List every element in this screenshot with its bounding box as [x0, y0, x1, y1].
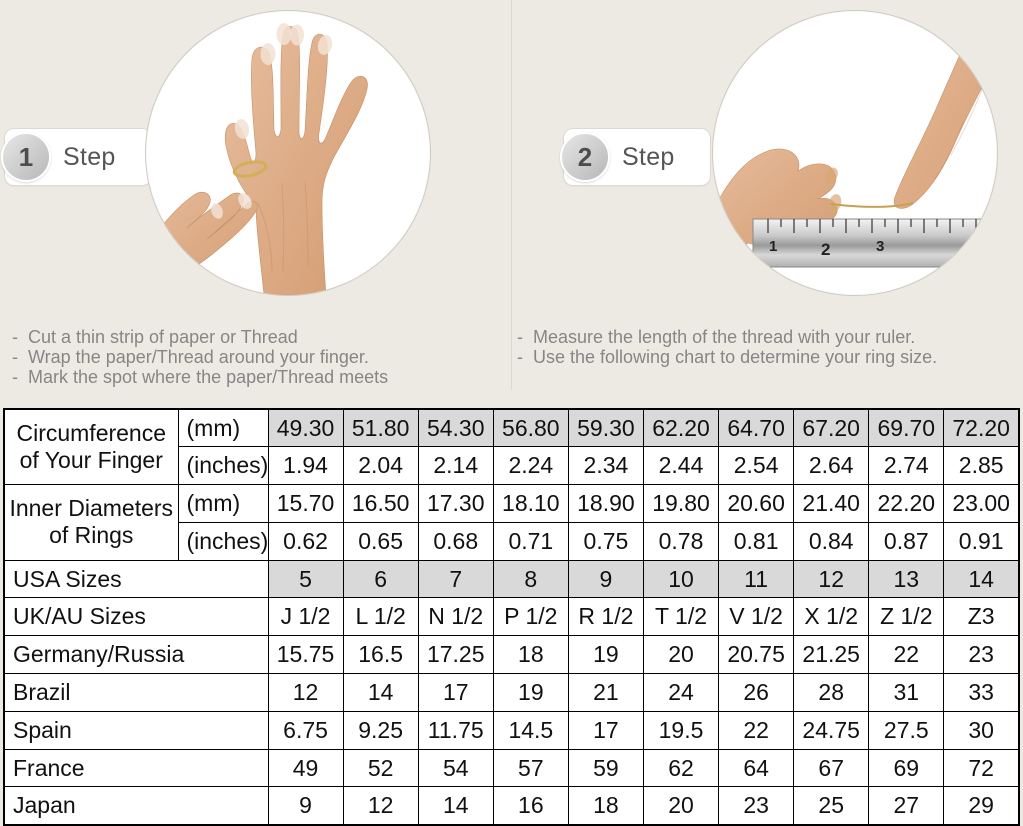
svg-text:3: 3 [876, 238, 884, 255]
svg-text:2: 2 [821, 240, 830, 259]
svg-text:1: 1 [769, 238, 777, 255]
